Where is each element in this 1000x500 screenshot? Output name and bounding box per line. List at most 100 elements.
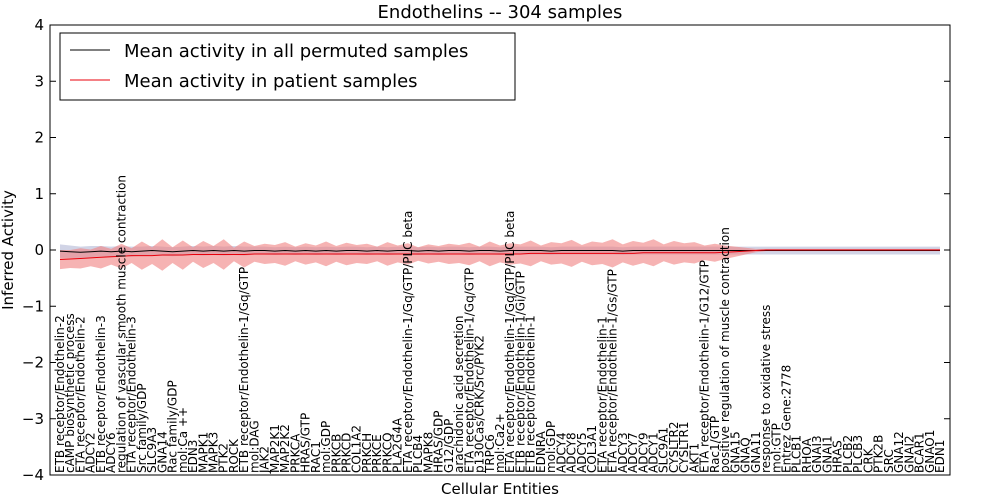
category-label: cAMP biosynthetic process	[63, 313, 77, 473]
category-label: CRK	[861, 447, 875, 473]
category-label: GNA11	[749, 431, 763, 473]
series-lines	[59, 249, 940, 261]
category-label: ETB receptor/Endothelin-1/Gq/GTP	[237, 267, 251, 473]
category-label: JAK2	[258, 446, 272, 474]
category-label: ADCY2	[84, 432, 98, 473]
legend-label-patient: Mean activity in patient samples	[124, 71, 418, 92]
series-line-1	[59, 249, 940, 261]
x-axis-label: Cellular Entities	[441, 480, 559, 498]
category-label: MAPK3	[206, 432, 220, 473]
category-label: mol:Ca ++	[176, 407, 190, 473]
category-label: PLCB1	[790, 435, 804, 473]
category-label: ETB receptor/Endothelin-1/Gi/GTP	[513, 271, 527, 473]
category-label: Src family/GDP	[135, 383, 149, 473]
category-label: PRKCD	[340, 433, 354, 473]
chart-title: Endothelins -- 304 samples	[378, 2, 623, 23]
category-label: regulation of vascular smooth muscle con…	[114, 175, 128, 473]
category-label: GNAI1	[820, 435, 834, 473]
category-label: ETA receptor/Endothelin-1	[595, 316, 609, 473]
category-label: PLA2G4A	[391, 417, 405, 473]
category-label: GNA15	[728, 431, 742, 473]
y-axis-label: Inferred Activity	[0, 190, 17, 310]
category-label: ADCY5	[575, 432, 589, 473]
category-label: ADCY8	[565, 432, 579, 473]
category-label: ADCY9	[636, 432, 650, 473]
category-label: ETB receptor/Endothelin-1	[524, 315, 538, 473]
legend-box	[59, 32, 516, 101]
category-label: GNA12	[892, 431, 906, 473]
category-label: PRKCA	[288, 433, 302, 473]
category-label: arachidonic acid secretion	[452, 316, 466, 473]
category-label: GNAI2	[902, 435, 916, 473]
category-label: ETA receptor/Endothelin-1/Gq/GTP/PLC bet…	[503, 211, 517, 473]
category-label: ETA receptor/Endothelin-2	[73, 316, 87, 473]
category-label: EDN3	[186, 440, 200, 473]
category-label: PRKCB	[329, 434, 343, 473]
y-tick-label: −1	[22, 297, 44, 315]
category-label: CYSLTR1	[677, 422, 691, 473]
category-label: Rac family/GDP	[166, 380, 180, 473]
category-label: COL3A1	[585, 425, 599, 473]
category-label: MAP2K1	[268, 424, 282, 473]
category-label: mol:DAG	[247, 420, 261, 473]
category-label: ADCY3	[616, 432, 630, 473]
y-tick-label: −4	[22, 466, 44, 484]
category-label: p130Cas/CRK/Src/PYK2	[473, 335, 487, 473]
category-label: EDN1	[933, 440, 947, 473]
category-label: Entrez Gene:2778	[780, 365, 794, 473]
series-line-0	[59, 250, 940, 253]
category-label: response to oxidative stress	[759, 305, 773, 473]
category-label: BCAR1	[913, 432, 927, 473]
y-tick-label: 3	[34, 72, 44, 90]
category-label: mol:GTP	[769, 423, 783, 473]
category-label: SRC	[882, 449, 896, 473]
category-label: GNA14	[155, 431, 169, 473]
category-label: CYSLTR2	[667, 422, 681, 473]
category-label: PLCB2	[841, 435, 855, 473]
y-tick-label: 0	[34, 241, 44, 259]
category-label: MAPK1	[196, 432, 210, 473]
category-label: ETA receptor/Endothelin-1/Gs/GTP	[606, 269, 620, 473]
category-label: PRKCH	[360, 433, 374, 473]
category-label: PRKCE	[370, 434, 384, 473]
y-ticks: −4 −3 −2 −1 0 1 2 3 4	[22, 16, 950, 484]
category-label: ETA receptor/Endothelin-1/Gq/GTP/PLC bet…	[401, 211, 415, 473]
category-label: AKT1	[687, 443, 701, 473]
category-label: GNAI3	[810, 435, 824, 473]
category-label: ADCY7	[626, 432, 640, 473]
category-label: ETA receptor/Endothelin-3	[125, 316, 139, 473]
confidence-bands	[60, 239, 940, 271]
y-tick-label: 1	[34, 185, 44, 203]
category-label: PTK2	[217, 443, 231, 473]
category-label: PLCB4	[411, 435, 425, 473]
category-label: ETB receptor/Endothelin-2	[53, 315, 67, 473]
category-label: RAC1	[309, 441, 323, 473]
category-label: positive regulation of muscle contractio…	[718, 227, 732, 473]
category-label: PTK2B	[872, 435, 886, 473]
category-label: ADCY4	[554, 432, 568, 473]
category-label: mol:GDP	[319, 421, 333, 473]
category-label: RHOA	[800, 437, 814, 473]
y-tick-label: −3	[22, 410, 44, 428]
category-label: SLC9A3	[145, 427, 159, 473]
category-label: MAPK8	[421, 432, 435, 473]
category-label: COL1A2	[350, 425, 364, 473]
category-label: GNAO1	[923, 430, 937, 473]
y-tick-label: 2	[34, 129, 44, 147]
category-label: ADCY6	[104, 432, 118, 473]
y-tick-label: −2	[22, 354, 44, 372]
legend-label-permuted: Mean activity in all permuted samples	[124, 41, 468, 62]
category-label: ETA receptor/Endothelin-1/G12/GTP	[698, 260, 712, 473]
category-label: TRPC6	[483, 434, 497, 474]
category-label: mol:Ca2+	[493, 413, 507, 473]
series-band-1	[60, 239, 940, 271]
category-label: mol:GDP	[544, 421, 558, 473]
category-label: EDNRA	[534, 430, 548, 473]
plot-frame	[49, 24, 951, 476]
category-label: ETA receptor/Endothelin-1/Gq/GTP	[462, 268, 476, 473]
category-label: HRAS	[831, 440, 845, 473]
category-label: PRKCQ	[380, 432, 394, 473]
category-label: ETB receptor/Endothelin-3	[94, 315, 108, 473]
category-label: Rac1/GTP	[708, 416, 722, 473]
